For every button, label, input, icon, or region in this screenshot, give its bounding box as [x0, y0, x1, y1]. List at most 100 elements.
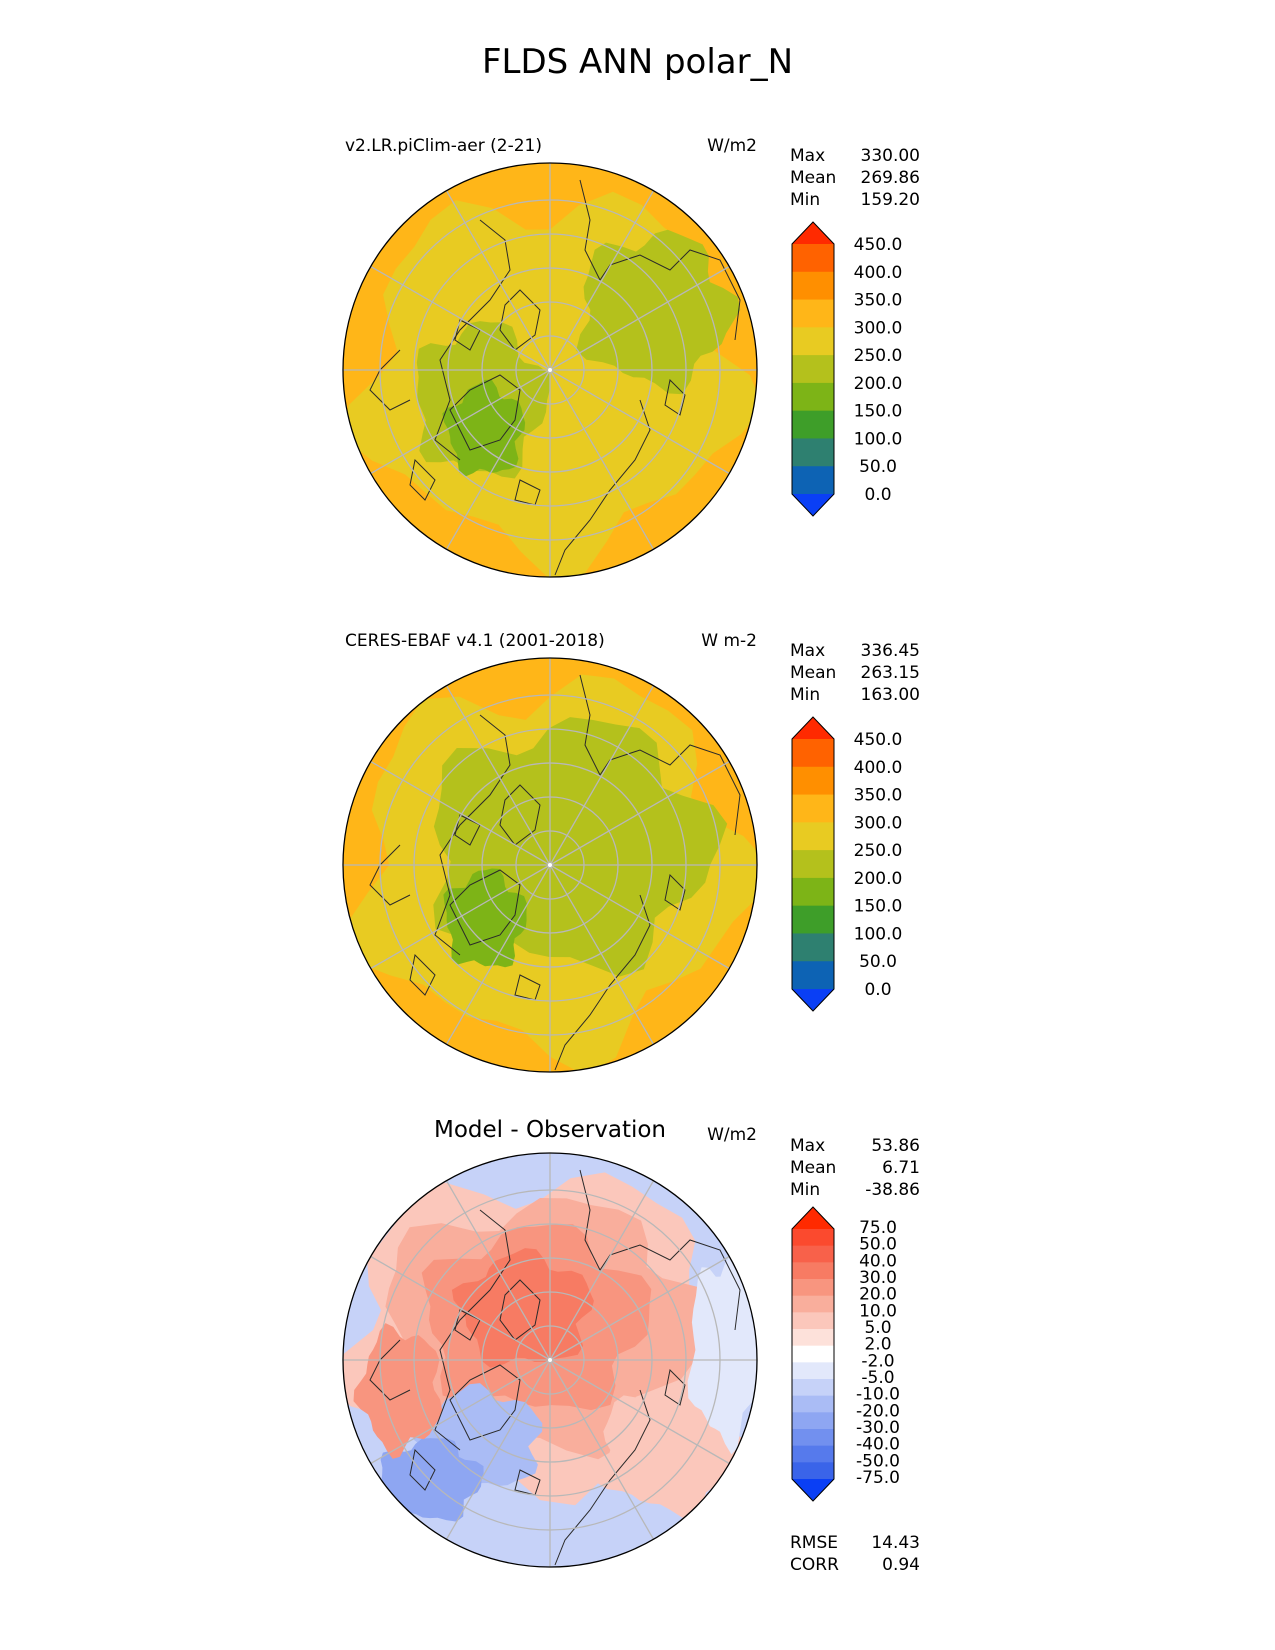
coastline [409, 953, 436, 996]
stat-label: Min [790, 190, 821, 210]
coastline [579, 179, 741, 341]
graticule [343, 1153, 757, 1567]
colorbar-band [792, 822, 834, 851]
field-cool-atlantic [380, 1438, 484, 1522]
polar-map-observation [342, 657, 758, 1073]
panel-units: W m-2 [701, 631, 757, 651]
polar-map-model [342, 162, 758, 578]
panel-units: W/m2 [707, 1125, 757, 1145]
colorbar-band [792, 766, 834, 796]
colorbar-band [792, 438, 834, 467]
map-boundary [342, 162, 758, 578]
colorbar-band [792, 933, 834, 962]
stat-label: Min [790, 685, 821, 705]
colorbar-tick-label: 250.0 [854, 841, 903, 861]
field-cool-east [687, 1254, 757, 1455]
colorbar-band [792, 271, 834, 301]
colorbar-band [792, 299, 834, 328]
meridian-line [370, 760, 551, 866]
colorbar-tick-label: 20.0 [859, 1285, 897, 1305]
colorbar-band [792, 1362, 834, 1380]
colorbar-tick-label: 450.0 [854, 235, 903, 255]
colorbar-tick-label: 100.0 [854, 429, 903, 449]
colorbar-tick-label: 400.0 [854, 758, 903, 778]
meridian-line [549, 190, 655, 371]
meridian-line [445, 190, 551, 371]
colorbar-band [792, 355, 834, 384]
meridian-line [370, 369, 551, 475]
colorbar-band [792, 1412, 834, 1430]
panel-left-title: CERES-EBAF v4.1 (2001-2018) [345, 631, 605, 651]
colorbar-tick-label: 100.0 [854, 924, 903, 944]
meridian-line [549, 369, 730, 475]
field-cool-south [385, 1510, 622, 1567]
colorbar-tick-label: 150.0 [854, 897, 903, 917]
stat-value: -38.86 [865, 1180, 920, 1200]
stat-label: Max [790, 1136, 826, 1156]
colorbar-band [792, 1329, 834, 1347]
colorbar-band [792, 1207, 834, 1230]
colorbar-bands [792, 717, 834, 1011]
meridian-line [549, 369, 655, 550]
meridian-line [549, 1359, 655, 1540]
panel-stats: Max 53.86 Mean 6.71 Min -38.86 [790, 1135, 920, 1201]
colorbar-band [792, 382, 834, 412]
coastline [454, 1309, 481, 1341]
colorbar-tick-label: 450.0 [854, 730, 903, 750]
stat-label: Mean [790, 1158, 837, 1178]
colorbar-band [792, 244, 834, 273]
coastlines [369, 674, 741, 1071]
colorbar-band [792, 1479, 834, 1501]
pole-marker [548, 368, 552, 372]
colorbar-outline [791, 1206, 835, 1502]
colorbar-tick-label: 5.0 [864, 1318, 891, 1338]
colorbar-tick-label: -20.0 [856, 1401, 900, 1421]
colorbar-tick-label: 300.0 [854, 318, 903, 338]
colorbar-band [792, 466, 834, 495]
coastline [664, 1368, 686, 1406]
colorbar-difference: 75.050.040.030.020.010.05.02.0-2.0-5.0-1… [791, 1206, 900, 1502]
coastline [579, 674, 741, 836]
colorbar-band [792, 1295, 834, 1313]
meridian-line [549, 760, 730, 866]
field-greenland-core [443, 868, 527, 968]
colorbar-model: 450.0 400.0 350.0 300.0 250.0 200.0 150.0 100.0… [791, 221, 903, 517]
meridian-line [445, 1180, 551, 1361]
map-boundary [342, 1152, 758, 1568]
colorbar-tick-label: 50.0 [859, 952, 897, 972]
meridian-line [445, 369, 551, 550]
colorbar-band [792, 1445, 834, 1463]
colorbar-tick-label: -10.0 [856, 1385, 900, 1405]
colorbar-tick-label: 300.0 [854, 813, 903, 833]
stat-value: 0.94 [882, 1555, 920, 1575]
stat-value: 269.86 [860, 168, 920, 188]
stat-value: 53.86 [871, 1136, 920, 1156]
meridian-line [549, 864, 730, 970]
colorbar-tick-label: 350.0 [854, 291, 903, 311]
colorbar-bands [792, 1207, 834, 1501]
panel-stats: Max 330.00 Mean 269.86 Min 159.20 [790, 145, 920, 211]
colorbar-band [792, 717, 834, 740]
coastline [664, 378, 686, 416]
meridian-line [549, 265, 730, 371]
stat-label: CORR [790, 1555, 839, 1575]
meridian-line [370, 1359, 551, 1465]
colorbar-tick-label: -2.0 [861, 1351, 894, 1371]
colorbar-band [792, 410, 834, 440]
colorbar-tick-label: 400.0 [854, 263, 903, 283]
meridian-line [370, 864, 551, 970]
coastline [449, 869, 521, 946]
field-warm-west [353, 1323, 443, 1459]
coastline [454, 319, 481, 351]
colorbar-band [792, 1462, 834, 1480]
panel-left-title: v2.LR.piClim-aer (2-21) [345, 136, 543, 156]
colorbar-band [792, 1379, 834, 1397]
coastline [579, 1169, 741, 1331]
panel-footer-stats: RMSE 14.43 CORR 0.94 [790, 1532, 920, 1576]
meridian-line [445, 685, 551, 866]
coastline [554, 399, 651, 576]
colorbar-outline [791, 716, 835, 1012]
colorbar-tick-label: 250.0 [854, 346, 903, 366]
graticule [343, 658, 757, 1072]
coastline [409, 458, 436, 501]
